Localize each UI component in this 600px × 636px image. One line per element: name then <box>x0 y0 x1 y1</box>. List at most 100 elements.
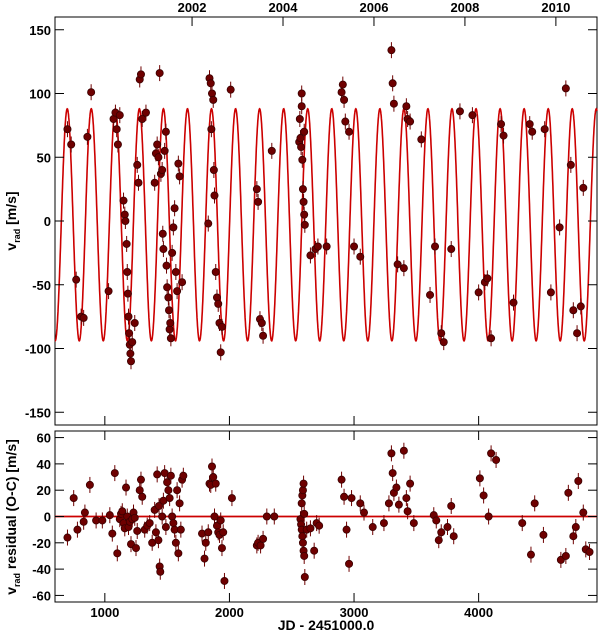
rv-data-point <box>341 117 350 126</box>
rv-data-point <box>388 79 397 88</box>
residual-data-point <box>384 499 393 508</box>
residual-data-point <box>110 469 119 478</box>
rv-data-point <box>350 242 359 251</box>
rv-data-point <box>579 183 588 192</box>
rv-data-point <box>540 125 549 134</box>
rv-data-point <box>134 178 143 187</box>
residual-data-point <box>337 475 346 484</box>
residual-data-point <box>479 491 488 500</box>
rv-data-point <box>437 329 446 338</box>
residual-data-point <box>262 512 271 521</box>
residual-data-point <box>518 519 527 528</box>
rv-data-point <box>128 338 137 347</box>
rv-data-point <box>72 275 81 284</box>
residual-data-point <box>487 449 496 458</box>
rv-data-point <box>298 185 307 194</box>
residual-data-point <box>174 549 183 558</box>
bottom-ylabel-sub: rad <box>12 573 22 587</box>
residual-data-point <box>219 528 228 537</box>
residual-data-point <box>220 576 229 585</box>
rv-data-point <box>130 318 139 327</box>
rv-data-point <box>204 219 213 228</box>
residual-data-point <box>345 559 354 568</box>
rv-data-point <box>345 127 354 136</box>
rv-data-point <box>297 89 306 98</box>
top-ylabel-sub: rad <box>12 229 22 243</box>
residual-data-point <box>85 480 94 489</box>
rv-data-point <box>306 251 315 260</box>
residual-data-point <box>204 528 213 537</box>
residual-data-point <box>300 551 309 560</box>
rv-data-point <box>298 155 307 164</box>
bottom-ylabel-rest: residual (O-C) [m/s] <box>3 439 19 573</box>
residual-data-point <box>179 471 188 480</box>
rv-data-point <box>295 115 304 124</box>
residual-data-point <box>530 499 539 508</box>
rv-data-point <box>165 306 174 315</box>
rv-data-point <box>104 287 113 296</box>
rv-data-point <box>166 318 175 327</box>
residual-data-point <box>356 499 365 508</box>
rv-data-point <box>393 260 402 269</box>
rv-data-point <box>406 117 415 126</box>
rv-data-point <box>340 95 349 104</box>
rv-data-point <box>257 318 266 327</box>
rv-data-point <box>153 140 162 149</box>
rv-data-point <box>154 153 163 162</box>
rv-data-point <box>509 298 518 307</box>
residual-data-point <box>80 508 89 517</box>
rv-data-point <box>337 88 346 97</box>
rv-data-point <box>126 349 135 358</box>
top-ytick-label: 0 <box>44 214 51 229</box>
residual-data-point <box>379 519 388 528</box>
top-ylabel-rest: [m/s] <box>3 191 19 228</box>
residual-data-point <box>169 519 178 528</box>
residual-data-point <box>79 517 88 526</box>
residual-data-point <box>118 507 127 516</box>
rv-data-point <box>297 143 306 152</box>
residual-data-point <box>155 501 164 510</box>
rv-data-point <box>497 120 506 129</box>
residual-data-point <box>564 488 573 497</box>
residual-data-point <box>105 511 114 520</box>
bottom-ytick-label: -60 <box>32 588 51 603</box>
bottom-ytick-label: 20 <box>37 483 51 498</box>
rv-data-point <box>417 135 426 144</box>
rv-data-point <box>209 95 218 104</box>
top-ytick-label: 50 <box>37 150 51 165</box>
rv-data-point <box>217 322 226 331</box>
residual-data-point <box>176 525 185 534</box>
residual-data-point <box>368 523 377 532</box>
residual-data-point <box>403 507 412 516</box>
rv-data-point <box>338 80 347 89</box>
rv-data-point <box>168 248 177 257</box>
residual-data-point <box>579 508 588 517</box>
rv-data-point <box>125 329 134 338</box>
residual-data-point <box>300 573 309 582</box>
residual-data-point <box>69 494 78 503</box>
residual-data-point <box>434 536 443 545</box>
rv-data-point <box>389 99 398 108</box>
rv-data-point <box>174 159 183 168</box>
residual-data-point <box>300 509 309 518</box>
residual-data-point <box>73 525 82 534</box>
rv-data-point <box>123 289 132 298</box>
rv-data-point <box>214 299 223 308</box>
rv-data-point <box>113 140 122 149</box>
top-ytick-label: 150 <box>29 23 51 38</box>
rv-data-point <box>297 102 306 111</box>
residual-data-point <box>161 523 170 532</box>
rv-data-point <box>226 85 235 94</box>
rv-data-point <box>402 102 411 111</box>
top-plot-area <box>54 42 598 370</box>
residual-data-point <box>585 548 594 557</box>
residual-data-point <box>561 551 570 560</box>
rv-data-point <box>121 216 130 225</box>
rv-data-point <box>399 264 408 273</box>
rv-data-point <box>313 242 322 251</box>
rv-data-point <box>206 79 215 88</box>
residual-data-point <box>145 519 154 528</box>
residual-data-point <box>168 512 177 521</box>
bottom-plot-area <box>55 442 597 589</box>
